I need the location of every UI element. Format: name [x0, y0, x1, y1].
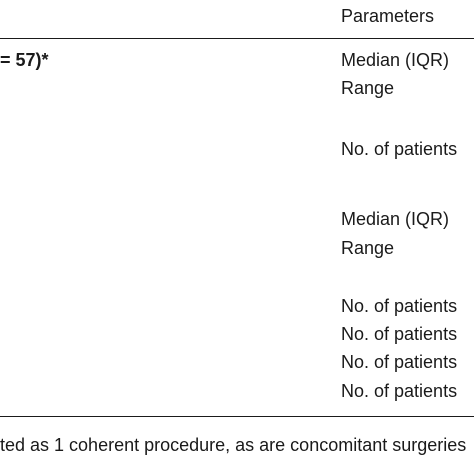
row-label-patients-2: No. of patients [341, 296, 458, 316]
row-label-range-1: Range [341, 78, 395, 98]
table-bottom-rule [0, 416, 474, 417]
group-heading: = 57)* [0, 50, 49, 70]
row-label-range-2: Range [341, 238, 395, 258]
table-footnote: ted as 1 coherent procedure, as are conc… [0, 435, 467, 455]
row-label-patients-1: No. of patients [341, 139, 458, 159]
row-label-median-iqr-1: Median (IQR) [341, 50, 450, 70]
row-label-patients-5: No. of patients [341, 381, 458, 401]
row-label-patients-3: No. of patients [341, 324, 458, 344]
column-header-parameters: Parameters [341, 6, 435, 26]
row-label-patients-4: No. of patients [341, 352, 458, 372]
row-label-median-iqr-2: Median (IQR) [341, 209, 450, 229]
table-top-rule [0, 38, 474, 39]
